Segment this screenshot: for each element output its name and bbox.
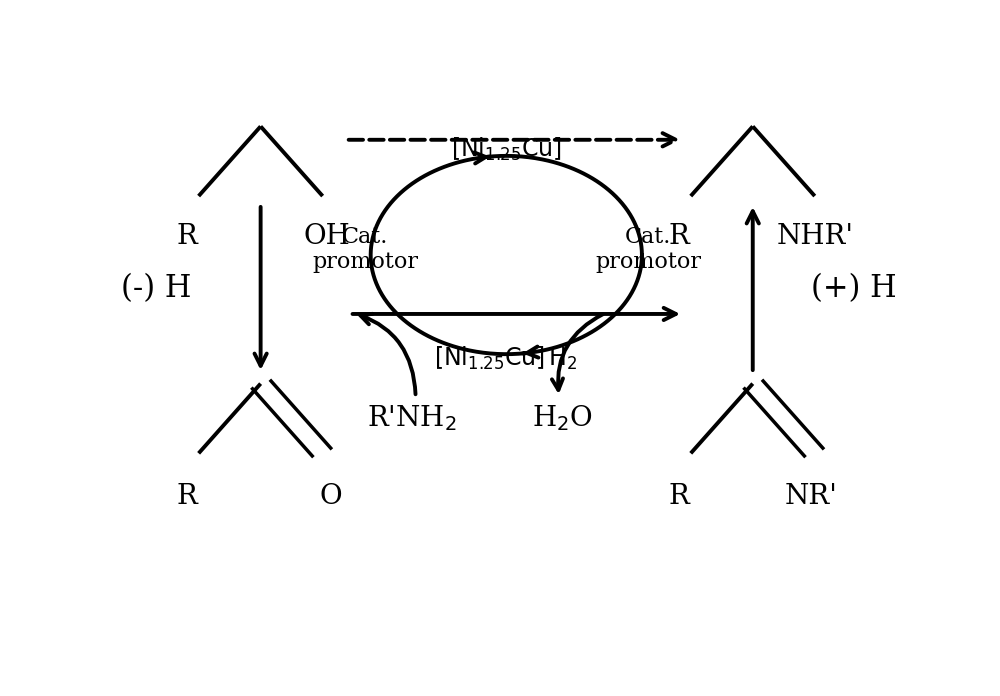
Text: (-) H: (-) H xyxy=(121,273,191,303)
Text: Cat.
promotor: Cat. promotor xyxy=(595,226,701,274)
Text: R: R xyxy=(669,223,690,250)
Text: R: R xyxy=(177,223,197,250)
Text: R'NH$_2$: R'NH$_2$ xyxy=(367,404,457,434)
Text: $[\mathrm{Ni}_{1.25}\mathrm{Cu}]$: $[\mathrm{Ni}_{1.25}\mathrm{Cu}]$ xyxy=(451,135,562,162)
Text: OH: OH xyxy=(303,223,350,250)
Text: O: O xyxy=(319,483,342,509)
Text: Cat.
promotor: Cat. promotor xyxy=(312,226,418,274)
Text: R: R xyxy=(669,483,690,509)
Text: R: R xyxy=(177,483,197,509)
Text: NHR': NHR' xyxy=(776,223,853,250)
Text: $[\mathrm{Ni}_{1.25}\mathrm{Cu}]\,\mathrm{H}_2$: $[\mathrm{Ni}_{1.25}\mathrm{Cu}]\,\mathr… xyxy=(434,345,578,372)
Text: H$_2$O: H$_2$O xyxy=(532,404,593,434)
Text: (+) H: (+) H xyxy=(811,273,896,303)
Text: NR': NR' xyxy=(784,483,837,509)
